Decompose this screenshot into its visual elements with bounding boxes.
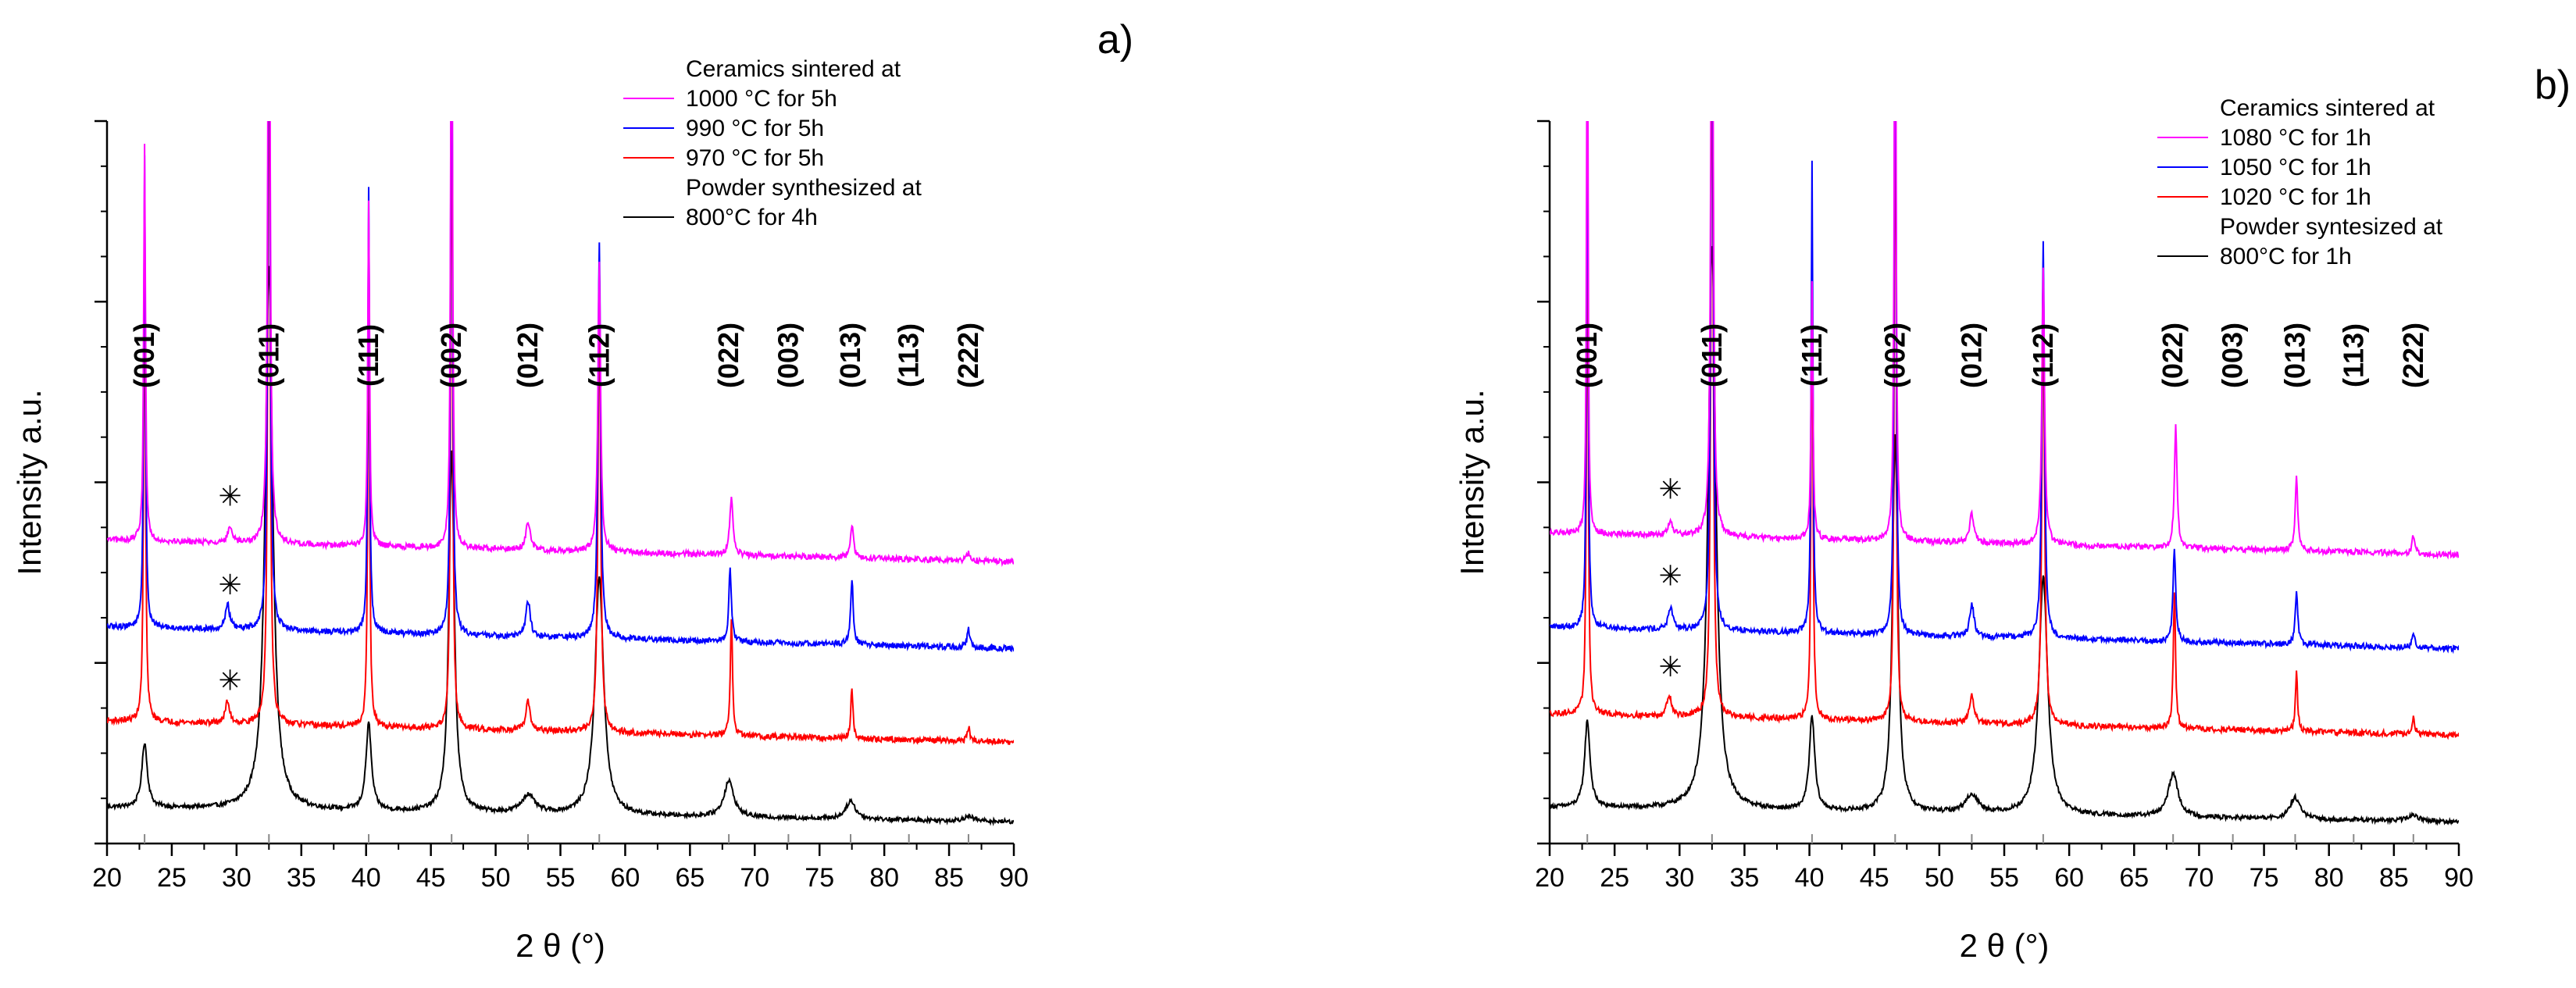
legend-entry: 800°C for 4h <box>686 205 818 230</box>
reflection-label: (013) <box>834 323 866 388</box>
reflection-label: (012) <box>512 323 544 388</box>
x-tick-label: 70 <box>2185 863 2214 893</box>
reflection-label: (013) <box>2278 323 2310 388</box>
panel-label: a) <box>1097 17 1133 62</box>
impurity-marker: ✳ <box>1659 473 1682 505</box>
series-line-990-c-for-5h <box>107 121 1014 653</box>
reflection-label: (222) <box>2397 323 2429 388</box>
x-tick-label: 70 <box>740 863 769 893</box>
reflection-label: (001) <box>128 323 160 388</box>
legend-entry: 1080 °C for 1h <box>2220 125 2371 151</box>
panel-b: 20 25 30 35 40 45 50 55 60 65 70 75 80 85 90 2 θ (°) Int… <box>1454 62 2571 964</box>
reflection-label: (222) <box>952 323 984 388</box>
x-tick-label: 90 <box>999 863 1029 893</box>
reflection-label: (002) <box>1878 323 1911 388</box>
legend-entry: 990 °C for 5h <box>686 116 824 141</box>
x-tick-label: 40 <box>1795 863 1825 893</box>
x-tick-label: 55 <box>1989 863 2019 893</box>
legend-entry: 970 °C for 5h <box>686 145 824 171</box>
reflection-label: (111) <box>352 324 384 387</box>
x-tick-label: 45 <box>416 863 446 893</box>
reflection-label: (022) <box>2157 323 2189 388</box>
x-tick-label: 65 <box>675 863 705 893</box>
y-axis-label: Intensity a.u. <box>1454 389 1490 575</box>
series-line-1080-c-for-1h <box>1550 121 2459 560</box>
reflection-label: (111) <box>1796 324 1828 387</box>
legend-entry: 800°C for 1h <box>2220 244 2352 269</box>
x-tick-label: 55 <box>546 863 576 893</box>
series-line-1000-c-for-5h <box>107 121 1014 567</box>
x-tick-label: 40 <box>351 863 381 893</box>
reflection-label: (112) <box>583 323 615 387</box>
legend-header: Ceramics sintered at <box>2220 95 2435 121</box>
x-axis-label: 2 θ (°) <box>1960 927 2050 964</box>
x-tick-label: 35 <box>287 863 316 893</box>
legend: Ceramics sintered at 1080 °C for 1h 1050 °… <box>2157 95 2443 269</box>
reflection-label: (001) <box>1571 323 1603 388</box>
impurity-marker: ✳ <box>1659 559 1682 591</box>
legend-header: Powder syntesized at <box>2220 214 2443 240</box>
x-tick-label: 50 <box>1925 863 1954 893</box>
x-tick-label: 85 <box>2379 863 2409 893</box>
x-tick-label: 20 <box>92 863 122 893</box>
x-tick-label: 20 <box>1535 863 1565 893</box>
x-tick-label: 90 <box>2444 863 2474 893</box>
x-axis-label: 2 θ (°) <box>516 927 605 964</box>
x-tick-label: 80 <box>2314 863 2344 893</box>
reflection-label: (113) <box>2337 323 2369 387</box>
legend-entry: 1000 °C for 5h <box>686 86 837 112</box>
x-tick-label: 50 <box>481 863 511 893</box>
reflection-label: (002) <box>435 323 467 388</box>
legend-entry: 1050 °C for 1h <box>2220 155 2371 180</box>
x-tick-label: 60 <box>611 863 640 893</box>
series-line-1050-c-for-1h <box>1550 121 2459 655</box>
reflection-label: (011) <box>1696 323 1728 387</box>
impurity-marker: ✳ <box>218 480 241 512</box>
reflection-label: (003) <box>772 323 804 388</box>
legend-header: Ceramics sintered at <box>686 56 901 82</box>
series-line-800-c-for-1h <box>1550 246 2459 826</box>
series-line-970-c-for-5h <box>107 121 1014 747</box>
x-tick-label: 60 <box>2054 863 2084 893</box>
impurity-marker: ✳ <box>218 569 241 601</box>
reflection-label: (022) <box>712 323 744 388</box>
x-tick-label: 30 <box>222 863 252 893</box>
series-line-800-c-for-4h <box>107 266 1014 826</box>
x-tick-label: 30 <box>1664 863 1694 893</box>
reflection-label: (011) <box>252 323 284 387</box>
x-tick-label: 35 <box>1730 863 1760 893</box>
x-tick-label: 75 <box>805 863 834 893</box>
x-tick-label: 25 <box>1600 863 1629 893</box>
legend: Ceramics sintered at 1000 °C for 5h 990 °C… <box>623 56 922 230</box>
panel-label: b) <box>2535 62 2571 108</box>
legend-entry: 1020 °C for 1h <box>2220 184 2371 210</box>
x-tick-label: 80 <box>869 863 899 893</box>
reflection-label: (003) <box>2217 323 2249 388</box>
x-tick-label: 65 <box>2119 863 2149 893</box>
panel-a: 20 25 30 35 40 45 50 55 60 65 70 75 80 85 90 2 θ (°) Int… <box>11 17 1133 964</box>
legend-header: Powder synthesized at <box>686 175 922 201</box>
impurity-marker: ✳ <box>1659 651 1682 683</box>
reflection-label: (113) <box>893 323 925 387</box>
x-tick-label: 25 <box>157 863 187 893</box>
x-tick-label: 45 <box>1860 863 1889 893</box>
reflection-label: (112) <box>2027 323 2059 387</box>
x-tick-label: 85 <box>934 863 964 893</box>
series-line-1020-c-for-1h <box>1550 121 2459 740</box>
x-tick-label: 75 <box>2250 863 2279 893</box>
impurity-marker: ✳ <box>218 664 241 696</box>
reflection-label: (012) <box>1955 323 1987 388</box>
y-axis-label: Intensity a.u. <box>11 389 48 575</box>
